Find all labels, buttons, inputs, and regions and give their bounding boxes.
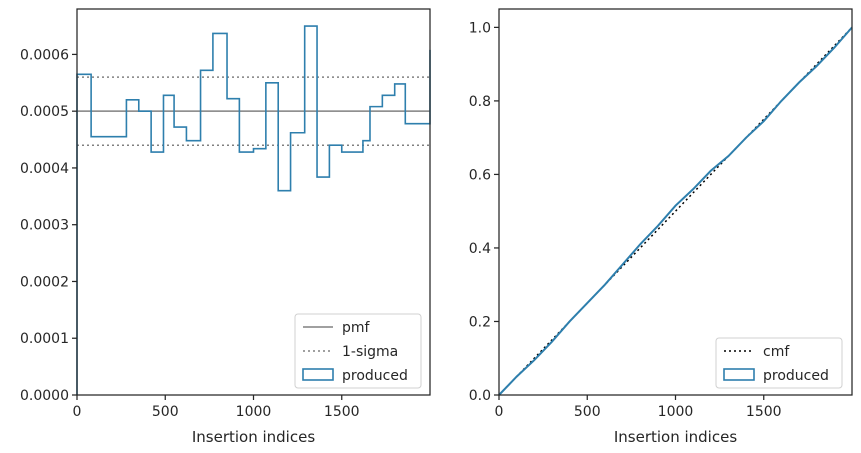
x-tick-label: 500 (574, 404, 601, 420)
y-tick-label: 0.0002 (20, 274, 69, 290)
legend-box (715, 337, 843, 389)
legend-label-cmf: cmf (763, 344, 790, 360)
y-tick-label: 0.0001 (20, 331, 69, 347)
y-tick-label: 0.0 (469, 388, 491, 404)
x-tick-label: 0 (73, 404, 82, 420)
legend: cmf produced (715, 337, 843, 389)
x-tick-label: 0 (495, 404, 504, 420)
legend-label-produced: produced (342, 368, 408, 384)
plot-frame (498, 8, 853, 396)
series-produced-line (498, 26, 853, 396)
y-tick-label: 0.6 (469, 167, 491, 183)
x-axis-title: Insertion indices (192, 428, 315, 446)
legend-swatch-produced (302, 368, 334, 381)
chart-panel-1: 0 500 1000 1500 0.0000 0.0001 0.0002 0.0003 0.00… (20, 8, 431, 446)
y-tick-label: 0.0004 (20, 161, 69, 177)
y-tick-label: 0.4 (469, 241, 491, 257)
y-tick-label: 0.8 (469, 94, 491, 110)
series-group (76, 25, 431, 395)
y-tick-label: 0.0006 (20, 47, 69, 63)
x-tick-label: 500 (152, 404, 179, 420)
legend-swatch-produced (723, 368, 755, 381)
legend-label-1-sigma: 1-sigma (342, 344, 398, 360)
legend-label-produced: produced (763, 368, 829, 384)
y-tick-label: 0.2 (469, 314, 491, 330)
y-tick-label: 0.0005 (20, 104, 69, 120)
x-axis-title: Insertion indices (614, 428, 737, 446)
x-tick-label: 1500 (746, 404, 782, 420)
series-group (498, 26, 853, 396)
y-tick-label: 1.0 (469, 20, 491, 36)
x-tick-label: 1500 (324, 404, 360, 420)
legend: pmf 1-sigma produced (294, 313, 422, 389)
series-produced-step (76, 25, 431, 395)
y-tick-label: 0.0000 (20, 388, 69, 404)
x-tick-label: 1000 (658, 404, 694, 420)
x-tick-label: 1000 (236, 404, 272, 420)
legend-label-pmf: pmf (342, 320, 371, 336)
chart-panel-2: 0 500 1000 1500 0.0 0.2 0.4 0.6 0.8 1.0 Insertion … (469, 8, 853, 446)
y-tick-label: 0.0003 (20, 218, 69, 234)
